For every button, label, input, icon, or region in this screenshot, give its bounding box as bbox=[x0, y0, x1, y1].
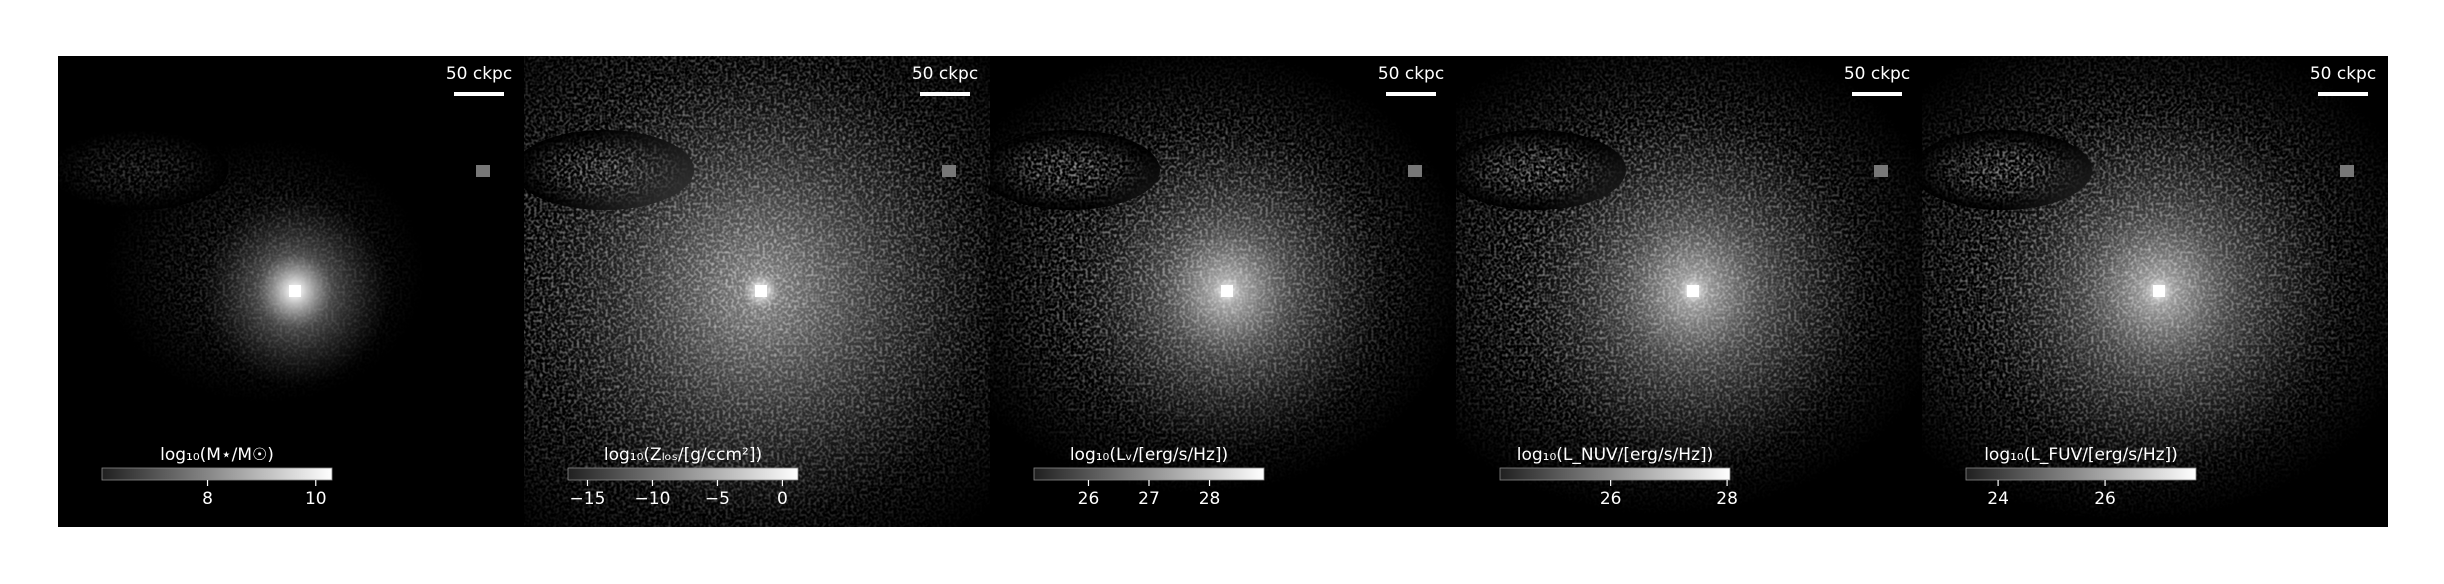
colorbar-tick-label: 10 bbox=[305, 489, 327, 509]
colorbar-tick-label: 26 bbox=[1600, 489, 1622, 509]
colorbar bbox=[101, 467, 333, 481]
panel: 50 ckpc log₁₀(L_NUV/[erg/s/Hz]) 26 28 bbox=[1456, 56, 1922, 527]
scale-bar-label: 50 ckpc bbox=[1844, 64, 1910, 84]
satellite bbox=[1874, 165, 1888, 177]
colorbar-tick-label: 24 bbox=[1987, 489, 2009, 509]
colorbar-tick-label: −15 bbox=[570, 489, 606, 509]
galaxy-core bbox=[1687, 285, 1699, 297]
satellite bbox=[476, 165, 490, 177]
colorbar bbox=[567, 467, 799, 481]
galaxy-image bbox=[1456, 56, 1922, 527]
colorbar bbox=[1965, 467, 2197, 481]
galaxy-image bbox=[1922, 56, 2388, 527]
colorbar-tick-label: 26 bbox=[1078, 489, 1100, 509]
colorbar-tick-label: 26 bbox=[2094, 489, 2116, 509]
galaxy-image bbox=[58, 56, 524, 527]
colorbar-label: log₁₀(Zₗₒₛ/[g/ccm²]) bbox=[604, 445, 762, 465]
colorbar-tick-label: 0 bbox=[777, 489, 788, 509]
galaxy-core bbox=[289, 285, 301, 297]
satellite bbox=[2340, 165, 2354, 177]
colorbar-label: log₁₀(Lᵥ/[erg/s/Hz]) bbox=[1070, 445, 1228, 465]
scale-bar-label: 50 ckpc bbox=[446, 64, 512, 84]
colorbar-tick-label: −10 bbox=[635, 489, 671, 509]
panel: 50 ckpc log₁₀(Lᵥ/[erg/s/Hz]) 26 27 28 bbox=[990, 56, 1456, 527]
colorbar bbox=[1033, 467, 1265, 481]
colorbar-label: log₁₀(M⋆/M☉) bbox=[160, 445, 274, 465]
scale-bar-label: 50 ckpc bbox=[1378, 64, 1444, 84]
galaxy-core bbox=[1221, 285, 1233, 297]
satellite bbox=[942, 165, 956, 177]
galaxy-core bbox=[755, 285, 767, 297]
satellite bbox=[1408, 165, 1422, 177]
colorbar-label: log₁₀(L_FUV/[erg/s/Hz]) bbox=[1984, 445, 2178, 465]
galaxy-image bbox=[524, 56, 990, 527]
scale-bar-label: 50 ckpc bbox=[912, 64, 978, 84]
colorbar-tick-label: 27 bbox=[1138, 489, 1160, 509]
colorbar-tick-label: 28 bbox=[1716, 489, 1738, 509]
galaxy-image bbox=[990, 56, 1456, 527]
panel: 50 ckpc log₁₀(L_FUV/[erg/s/Hz]) 24 26 bbox=[1922, 56, 2388, 527]
galaxy-core bbox=[2153, 285, 2165, 297]
colorbar bbox=[1499, 467, 1731, 481]
panel: 50 ckpc log₁₀(Zₗₒₛ/[g/ccm²]) −15 −10 −5 0 bbox=[524, 56, 990, 527]
scale-bar-label: 50 ckpc bbox=[2310, 64, 2376, 84]
colorbar-tick-label: 8 bbox=[202, 489, 213, 509]
colorbar-label: log₁₀(L_NUV/[erg/s/Hz]) bbox=[1517, 445, 1714, 465]
colorbar-tick-label: 28 bbox=[1199, 489, 1221, 509]
panel: 50 ckpc log₁₀(M⋆/M☉) 8 10 bbox=[58, 56, 524, 527]
colorbar-tick-label: −5 bbox=[705, 489, 730, 509]
